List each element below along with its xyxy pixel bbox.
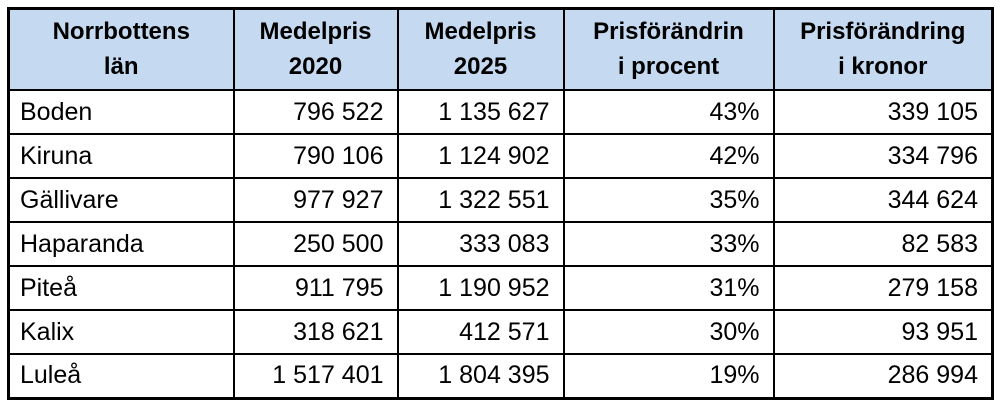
column-header-price-2025: Medelpris 2025 [396,7,565,91]
table-row: Gällivare 977 927 1 322 551 35% 344 624 [7,177,994,223]
header-line: Prisförändring [800,17,966,45]
header-line: 2020 [288,52,343,80]
price-table: Norrbottens län Medelpris 2020 Medelpris… [7,7,994,400]
price-2025-cell: 1 124 902 [396,133,565,179]
change-kronor-cell: 334 796 [772,133,994,179]
header-line: Norrbottens [52,17,190,45]
change-kronor-cell: 344 624 [772,177,994,223]
table-row: Haparanda 250 500 333 083 33% 82 583 [7,221,994,267]
column-header-change-percent: Prisförändrin i procent [562,7,775,91]
price-2020-cell: 796 522 [232,89,399,135]
change-kronor-cell: 93 951 [772,309,994,355]
column-header-price-2020: Medelpris 2020 [232,7,399,91]
price-2020-cell: 911 795 [232,265,399,311]
header-line: län [103,52,139,80]
municipality-cell: Haparanda [7,221,235,267]
municipality-cell: Kalix [7,309,235,355]
change-kronor-cell: 286 994 [772,353,994,399]
header-line: 2025 [453,52,508,80]
price-2025-cell: 1 322 551 [396,177,565,223]
table-header-row: Norrbottens län Medelpris 2020 Medelpris… [7,7,994,91]
municipality-cell: Piteå [7,265,235,311]
header-line: Medelpris [424,17,537,45]
price-2020-cell: 250 500 [232,221,399,267]
price-2025-cell: 1 804 395 [396,353,565,399]
price-2020-cell: 790 106 [232,133,399,179]
price-2025-cell: 333 083 [396,221,565,267]
change-percent-cell: 31% [562,265,775,311]
table-row: Kalix 318 621 412 571 30% 93 951 [7,309,994,355]
column-header-region: Norrbottens län [7,7,235,91]
price-2025-cell: 412 571 [396,309,565,355]
table-row: Boden 796 522 1 135 627 43% 339 105 [7,89,994,135]
column-header-change-kronor: Prisförändring i kronor [772,7,994,91]
change-percent-cell: 43% [562,89,775,135]
municipality-cell: Gällivare [7,177,235,223]
municipality-cell: Boden [7,89,235,135]
header-line: Medelpris [259,17,372,45]
header-line: i kronor [838,52,928,80]
change-percent-cell: 33% [562,221,775,267]
table-row: Piteå 911 795 1 190 952 31% 279 158 [7,265,994,311]
change-percent-cell: 35% [562,177,775,223]
header-line: Prisförändrin [593,17,744,45]
header-line: i procent [617,52,720,80]
change-kronor-cell: 82 583 [772,221,994,267]
change-kronor-cell: 279 158 [772,265,994,311]
change-percent-cell: 19% [562,353,775,399]
price-2025-cell: 1 135 627 [396,89,565,135]
change-percent-cell: 30% [562,309,775,355]
table-row: Kiruna 790 106 1 124 902 42% 334 796 [7,133,994,179]
price-2020-cell: 318 621 [232,309,399,355]
change-percent-cell: 42% [562,133,775,179]
change-kronor-cell: 339 105 [772,89,994,135]
municipality-cell: Luleå [7,353,235,399]
municipality-cell: Kiruna [7,133,235,179]
price-2020-cell: 977 927 [232,177,399,223]
price-2025-cell: 1 190 952 [396,265,565,311]
table-row: Luleå 1 517 401 1 804 395 19% 286 994 [7,353,994,399]
price-2020-cell: 1 517 401 [232,353,399,399]
